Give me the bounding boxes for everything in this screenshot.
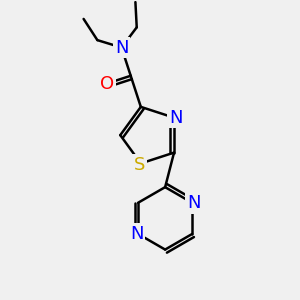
Text: N: N (115, 38, 128, 56)
Text: O: O (100, 75, 114, 93)
Text: S: S (134, 156, 145, 174)
Text: N: N (169, 109, 182, 127)
Text: N: N (130, 225, 143, 243)
Text: N: N (187, 194, 200, 212)
